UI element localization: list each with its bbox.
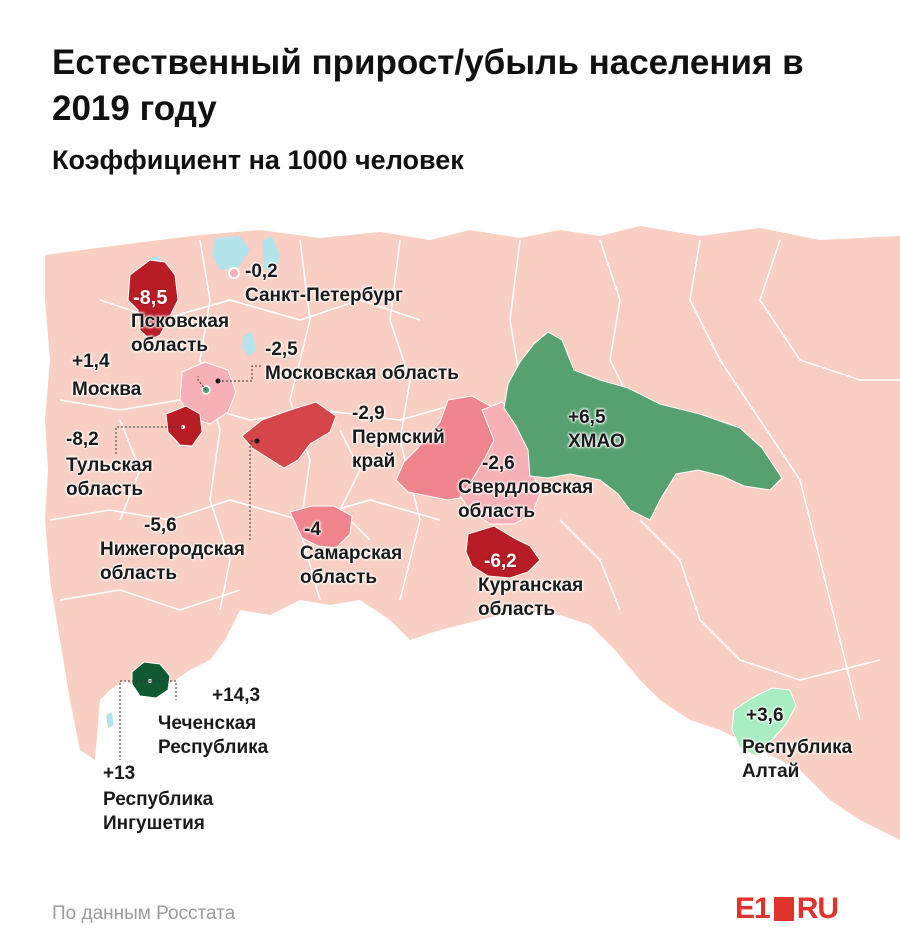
value-pskov: -8,5 bbox=[133, 287, 168, 309]
name-pskov-1: Псковская bbox=[131, 311, 230, 332]
lake-ladoga bbox=[212, 236, 250, 270]
e1-logo[interactable]: E1 RU bbox=[735, 892, 839, 925]
label-moscow: +1,4 Москва bbox=[72, 350, 141, 402]
name-samara-2: область bbox=[300, 567, 378, 588]
value-samara: -4 bbox=[304, 519, 321, 540]
name-altai-2: Алтай bbox=[742, 761, 800, 782]
name-nizh-1: Нижегородская bbox=[100, 539, 245, 560]
leader-lines bbox=[115, 365, 262, 760]
name-mo: Московская область bbox=[265, 363, 459, 384]
region-borders bbox=[49, 239, 900, 721]
name-tula-1: Тульская bbox=[66, 455, 153, 476]
value-kurgan: -6,2 bbox=[484, 551, 517, 572]
label-ingush: +13 Республика Ингушетия bbox=[103, 762, 213, 836]
name-samara-1: Самарская bbox=[300, 543, 403, 564]
name-altai-1: Республика bbox=[742, 737, 853, 758]
value-chech: +14,3 bbox=[212, 685, 261, 706]
value-spb: -0,2 bbox=[245, 261, 278, 282]
value-sverd: -2,6 bbox=[482, 453, 515, 474]
label-samara: -4 Самарская область bbox=[300, 518, 402, 590]
region-hmao bbox=[503, 331, 783, 521]
name-hmao: ХМАО bbox=[568, 431, 625, 452]
name-sverd-2: область bbox=[458, 501, 536, 522]
logo-square bbox=[773, 897, 794, 921]
region-pskov bbox=[127, 259, 179, 341]
name-nizh-2: область bbox=[100, 563, 178, 584]
map-title: Естественный прирост/убыль населения в 2… bbox=[52, 43, 804, 128]
value-ingush: +13 bbox=[103, 763, 136, 784]
value-mo: -2,5 bbox=[265, 339, 298, 360]
label-altai: +3,6 Республика Алтай bbox=[742, 704, 852, 784]
map-subtitle: Коэффициент на 1000 человек bbox=[52, 145, 464, 175]
label-nizh: -5,6 Нижегородская область bbox=[100, 514, 245, 586]
label-sverd: -2,6 Свердловская область bbox=[458, 452, 593, 524]
lake-rybinsk bbox=[242, 332, 256, 356]
value-altai: +3,6 bbox=[746, 705, 784, 726]
name-perm-2: край bbox=[352, 451, 396, 472]
label-perm: -2,9 Пермский край bbox=[352, 402, 445, 474]
lake-onega bbox=[262, 236, 280, 275]
region-samara bbox=[289, 505, 353, 549]
marker-spb bbox=[228, 267, 240, 279]
value-perm: -2,9 bbox=[352, 403, 385, 424]
name-spb: Санкт-Петербург bbox=[245, 285, 403, 306]
name-chech-1: Чеченская bbox=[158, 713, 257, 734]
name-moscow: Москва bbox=[72, 379, 142, 400]
name-sverd-1: Свердловская bbox=[458, 477, 594, 498]
name-ingush-2: Ингушетия bbox=[103, 813, 205, 834]
label-tula: -8,2 Тульская область bbox=[66, 428, 153, 502]
name-ingush-1: Республика bbox=[103, 789, 214, 810]
region-altai bbox=[731, 687, 797, 757]
value-tula: -8,2 bbox=[66, 429, 99, 450]
name-tula-2: область bbox=[66, 479, 144, 500]
label-mo: -2,5 Московская область bbox=[265, 338, 459, 386]
value-moscow: +1,4 bbox=[72, 351, 110, 372]
label-kurgan: -6,2 Курганская область bbox=[478, 550, 583, 622]
name-chech-2: Республика bbox=[158, 737, 269, 758]
label-chech: +14,3 Чеченская Республика bbox=[158, 684, 268, 760]
label-spb: -0,2 Санкт-Петербург bbox=[245, 260, 403, 308]
source-note: По данным Росстата bbox=[52, 903, 236, 924]
name-perm-1: Пермский bbox=[352, 427, 445, 448]
region-kurgan bbox=[465, 525, 541, 579]
name-kurgan-2: область bbox=[478, 599, 556, 620]
name-pskov-2: область bbox=[131, 335, 209, 356]
logo-e1: E1 bbox=[735, 892, 771, 925]
name-kurgan-1: Курганская bbox=[478, 575, 584, 596]
value-hmao: +6,5 bbox=[568, 407, 606, 428]
label-pskov: -8,5 Псковская область bbox=[131, 286, 229, 358]
caspian-edge bbox=[106, 712, 114, 728]
logo-ru: RU bbox=[796, 892, 839, 925]
region-nizhny bbox=[241, 401, 337, 469]
value-nizh: -5,6 bbox=[144, 515, 177, 536]
label-hmao: +6,5 ХМАО bbox=[568, 406, 625, 454]
